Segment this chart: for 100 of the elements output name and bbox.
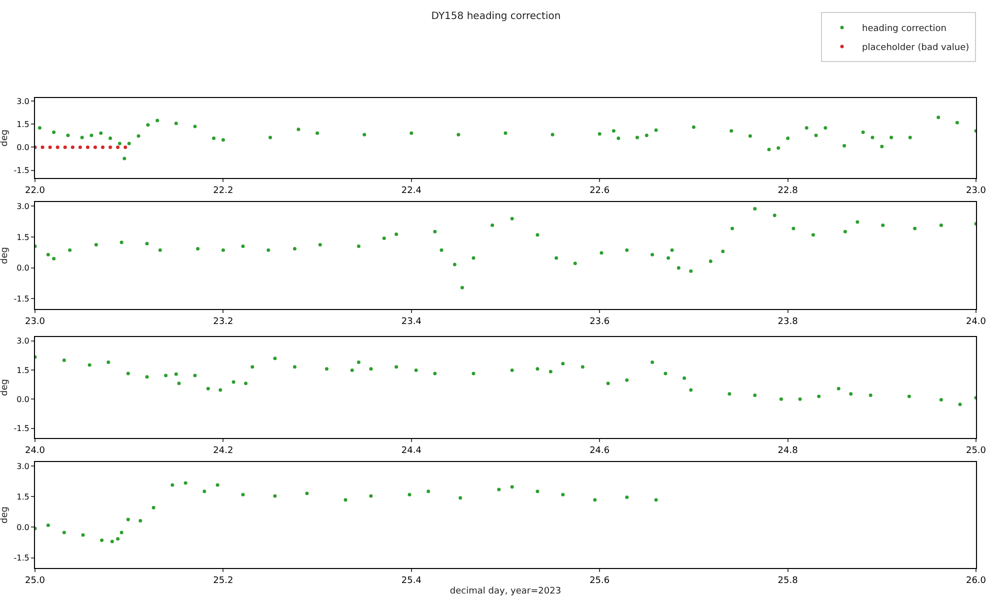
point — [625, 378, 629, 382]
x-tick-label: 24.0 — [24, 446, 46, 456]
point — [241, 244, 245, 248]
point — [433, 372, 437, 376]
point — [81, 533, 85, 537]
point — [394, 365, 398, 369]
x-tick-label: 23.4 — [401, 316, 422, 327]
point — [682, 376, 686, 380]
x-tick-label: 24.4 — [401, 446, 422, 456]
point — [394, 232, 398, 236]
point — [193, 374, 197, 378]
point — [268, 136, 272, 140]
point — [80, 136, 84, 140]
point — [616, 136, 620, 140]
point — [216, 483, 220, 487]
x-tick-label: 25.8 — [778, 576, 798, 586]
point — [86, 145, 90, 149]
point — [870, 136, 874, 140]
point — [861, 130, 865, 134]
point — [753, 207, 757, 211]
point — [46, 523, 50, 527]
point — [88, 363, 92, 367]
x-tick-label: 22.6 — [590, 186, 610, 196]
point — [580, 365, 584, 369]
point — [490, 224, 494, 227]
point — [536, 367, 540, 371]
point — [767, 148, 771, 152]
point — [56, 145, 60, 149]
x-tick-label: 26.0 — [966, 576, 986, 586]
point — [40, 145, 44, 149]
point — [206, 386, 210, 390]
point — [174, 372, 178, 376]
point — [612, 129, 616, 133]
point — [52, 130, 56, 134]
point — [221, 248, 225, 252]
point — [106, 360, 110, 364]
point — [382, 236, 386, 240]
point — [666, 256, 670, 260]
y-tick-label: 1.5 — [16, 232, 30, 242]
point — [550, 132, 554, 136]
point — [786, 136, 790, 140]
x-tick-label: 25.0 — [966, 446, 986, 456]
point — [890, 136, 894, 140]
x-axis-title: decimal day, year=2023 — [450, 586, 562, 597]
point — [792, 226, 796, 230]
point — [212, 136, 216, 140]
point — [356, 360, 360, 364]
point — [273, 494, 277, 498]
y-axis-title: deg — [0, 379, 10, 396]
point — [410, 131, 414, 135]
y-tick-label: -1.5 — [14, 424, 30, 434]
point — [730, 129, 734, 133]
point — [52, 256, 56, 260]
y-tick-label: 3.0 — [16, 202, 30, 211]
point — [120, 530, 124, 534]
point — [868, 394, 872, 398]
x-tick-label: 24.0 — [966, 316, 986, 327]
point — [318, 243, 322, 247]
y-tick-label: -1.5 — [14, 554, 30, 563]
point — [664, 372, 668, 376]
point — [164, 374, 168, 378]
point — [292, 365, 296, 369]
point — [692, 125, 696, 129]
point — [356, 244, 360, 248]
point — [955, 120, 959, 124]
point — [880, 144, 884, 148]
legend-label: placeholder (bad value) — [862, 43, 970, 54]
point — [504, 131, 508, 135]
point — [136, 134, 140, 138]
point — [554, 256, 558, 260]
point — [798, 397, 802, 401]
point — [362, 132, 366, 136]
point — [196, 246, 200, 250]
point — [670, 248, 674, 252]
point — [90, 134, 94, 138]
y-tick-label: 1.5 — [16, 366, 30, 375]
x-tick-label: 23.0 — [24, 316, 46, 327]
point — [126, 518, 130, 522]
point — [600, 251, 604, 255]
point — [152, 506, 156, 510]
point — [689, 269, 693, 273]
x-tick-label: 24.2 — [213, 446, 234, 456]
y-tick-label: 0.0 — [16, 523, 30, 532]
point — [939, 224, 943, 227]
point — [753, 394, 757, 398]
point — [561, 362, 565, 366]
point — [118, 142, 122, 146]
x-tick-label: 23.0 — [966, 186, 986, 196]
point — [654, 128, 658, 132]
point — [193, 124, 197, 128]
point — [250, 365, 254, 369]
point — [824, 126, 828, 130]
point — [728, 392, 732, 396]
point — [94, 243, 98, 247]
x-tick-label: 22.0 — [24, 186, 46, 196]
point — [316, 131, 320, 135]
x-tick-label: 22.8 — [778, 186, 798, 196]
point — [561, 492, 565, 496]
y-tick-label: 0.0 — [16, 264, 30, 273]
point — [218, 388, 222, 392]
